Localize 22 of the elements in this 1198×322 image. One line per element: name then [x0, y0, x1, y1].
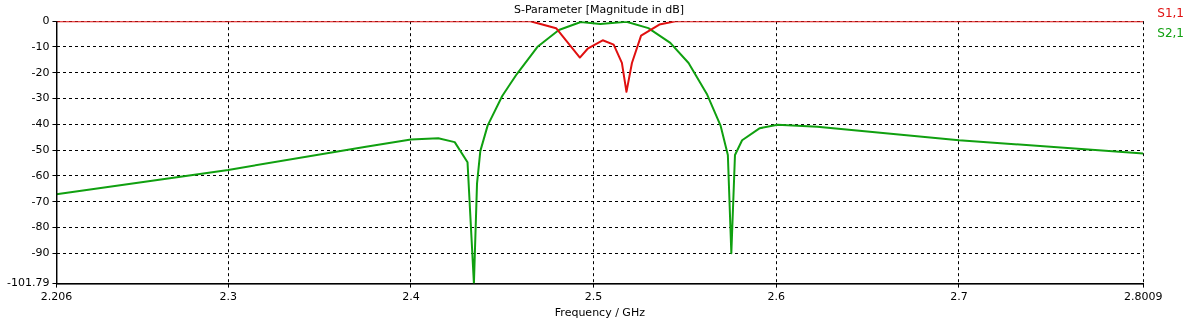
- x-axis-title: Frequency / GHz: [554, 306, 646, 320]
- chart-title: S-Parameter [Magnitude in dB]: [513, 3, 685, 17]
- x-tick-label: 2.3: [219, 290, 237, 304]
- y-tick-label: -101.79: [6, 276, 50, 290]
- x-tick-label: 2.5: [584, 290, 603, 304]
- y-tick-label: -40: [31, 117, 50, 131]
- y-tick-label: -50: [31, 142, 50, 156]
- x-tick-label: 2.206: [40, 290, 73, 304]
- y-tick-label: -90: [31, 246, 50, 260]
- y-tick-label: -20: [31, 65, 50, 79]
- y-tick-label: -60: [31, 168, 50, 182]
- y-tick-label: -10: [31, 39, 50, 53]
- x-tick-label: 2.6: [767, 290, 786, 304]
- y-tick-label: 0: [42, 14, 50, 28]
- y-tick-label: -30: [31, 91, 50, 105]
- x-tick-label: 2.4: [402, 290, 420, 304]
- text: S2,1: [1157, 26, 1184, 41]
- y-tick-label: -80: [31, 220, 50, 234]
- series-label: S1,1: [1157, 6, 1184, 21]
- x-tick-label: 2.7: [950, 290, 968, 304]
- y-tick-label: -70: [31, 194, 50, 208]
- x-tick-label: 2.8009: [1124, 290, 1163, 304]
